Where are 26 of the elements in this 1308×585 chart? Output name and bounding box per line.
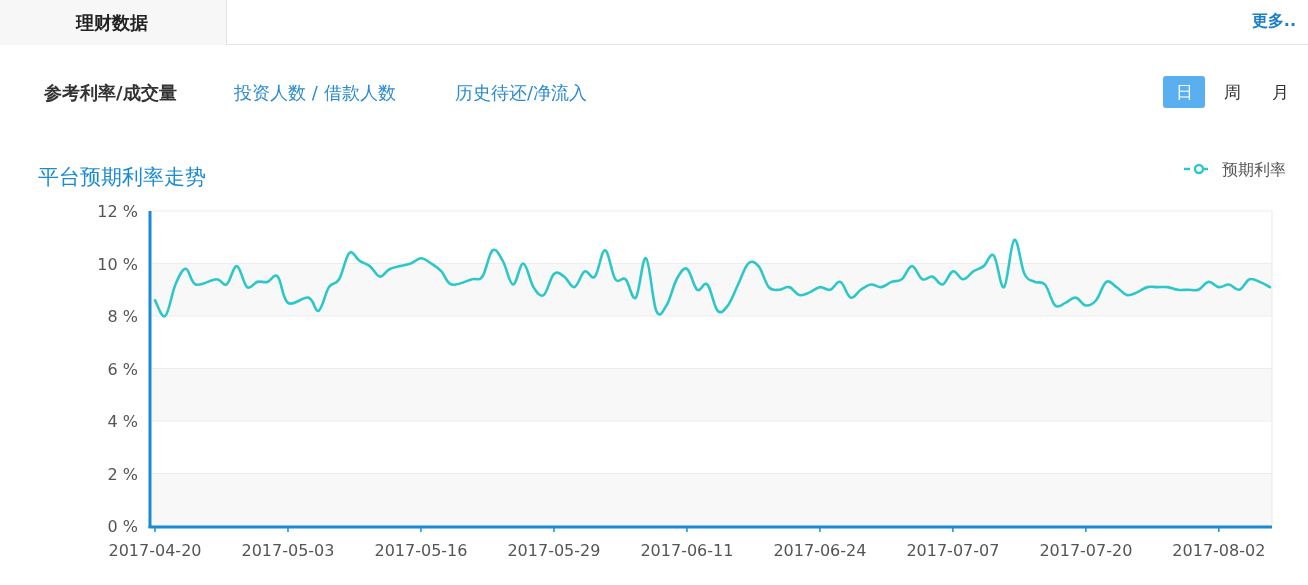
x-tick-label: 2017-06-24 — [773, 541, 867, 560]
x-tick-label: 2017-05-03 — [241, 541, 335, 560]
x-tick-label: 2017-06-11 — [640, 541, 734, 560]
y-tick-label: 2 % — [107, 464, 138, 484]
legend-label: 预期利率 — [1222, 160, 1286, 179]
x-tick-label: 2017-05-29 — [507, 541, 601, 560]
text: 更多.. — [1251, 11, 1296, 30]
x-tick-label: 2017-04-20 — [108, 541, 202, 560]
text: 日 — [1175, 82, 1193, 102]
text: 历史待还/净流入 — [455, 82, 588, 103]
text: 理财数据 — [75, 12, 148, 33]
y-tick-label: 4 % — [107, 412, 138, 431]
y-tick-label: 12 % — [97, 202, 138, 221]
text: 周 — [1223, 82, 1241, 102]
x-tick-label: 2017-05-16 — [374, 541, 468, 560]
text: 投资人数 / 借款人数 — [233, 82, 396, 103]
x-tick-label: 2017-07-20 — [1039, 541, 1133, 560]
text: 参考利率/成交量 — [43, 82, 177, 103]
x-tick-label: 2017-08-02 — [1172, 541, 1266, 560]
chart-title: 平台预期利率走势 — [38, 165, 206, 189]
y-tick-label: 10 % — [97, 254, 138, 274]
y-tick-label: 6 % — [107, 359, 138, 379]
y-tick-label: 8 % — [107, 307, 138, 326]
x-tick-label: 2017-07-07 — [906, 541, 1000, 560]
y-tick-label: 0 % — [107, 517, 138, 536]
text: 月 — [1271, 82, 1289, 102]
